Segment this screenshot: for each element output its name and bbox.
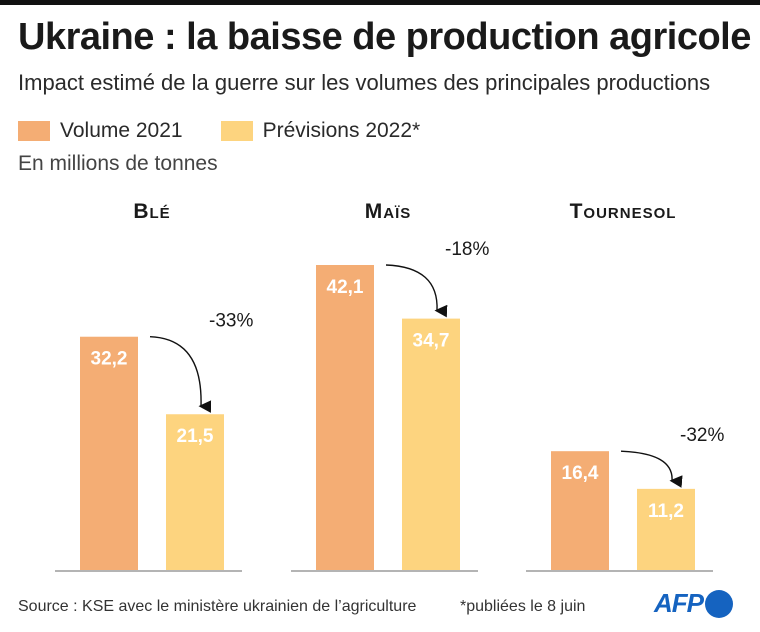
bar-ble-2022: [166, 414, 224, 570]
legend-swatch-2021: [18, 121, 50, 141]
change-arrow-mais: [385, 264, 448, 318]
afp-logo-dot-icon: [705, 589, 733, 618]
source-note: Source : KSE avec le ministère ukrainien…: [18, 598, 417, 615]
value-label-ble-2021: 32,2: [91, 349, 128, 370]
change-arrow-tournesol: [620, 450, 683, 488]
value-label-mais-2022: 34,7: [413, 331, 450, 352]
legend-item-2022: Prévisions 2022*: [220, 119, 421, 143]
afp-logo-text: AFP: [654, 588, 704, 618]
top-bar: [0, 0, 760, 5]
value-label-ble-2022: 21,5: [177, 426, 214, 447]
bar-tournesol-2021: [551, 451, 609, 570]
chart-title: Ukraine : la baisse de production agrico…: [18, 16, 751, 58]
value-label-mais-2021: 42,1: [327, 277, 364, 298]
change-arrow-ble: [149, 336, 212, 413]
legend-label-2021: Volume 2021: [60, 119, 183, 142]
value-label-tournesol-2021: 16,4: [562, 463, 599, 484]
bar-tournesol-2022: [637, 488, 695, 570]
category-label-ble: Blé: [133, 200, 170, 223]
legend-label-2022: Prévisions 2022*: [262, 119, 421, 142]
legend-item-2021: Volume 2021: [18, 119, 183, 143]
change-annotation-mais: -18%: [445, 239, 489, 260]
value-label-tournesol-2022: 11,2: [648, 501, 684, 522]
change-annotation-tournesol: -32%: [680, 425, 724, 446]
bar-ble-2021: [80, 336, 138, 570]
category-label-mais: Maïs: [365, 200, 412, 223]
change-annotation-ble: -33%: [209, 311, 253, 332]
chart-subtitle: Impact estimé de la guerre sur les volum…: [18, 70, 711, 95]
unit-label: En millions de tonnes: [18, 152, 218, 175]
legend-swatch-2022: [220, 121, 253, 141]
footnote: *publiées le 8 juin: [460, 598, 586, 615]
legend: Volume 2021 Prévisions 2022*: [18, 116, 458, 146]
category-label-tournesol: Tournesol: [570, 200, 677, 223]
bar-mais-2021: [316, 265, 374, 570]
bar-mais-2022: [402, 318, 460, 570]
afp-logo: AFP: [654, 588, 733, 619]
